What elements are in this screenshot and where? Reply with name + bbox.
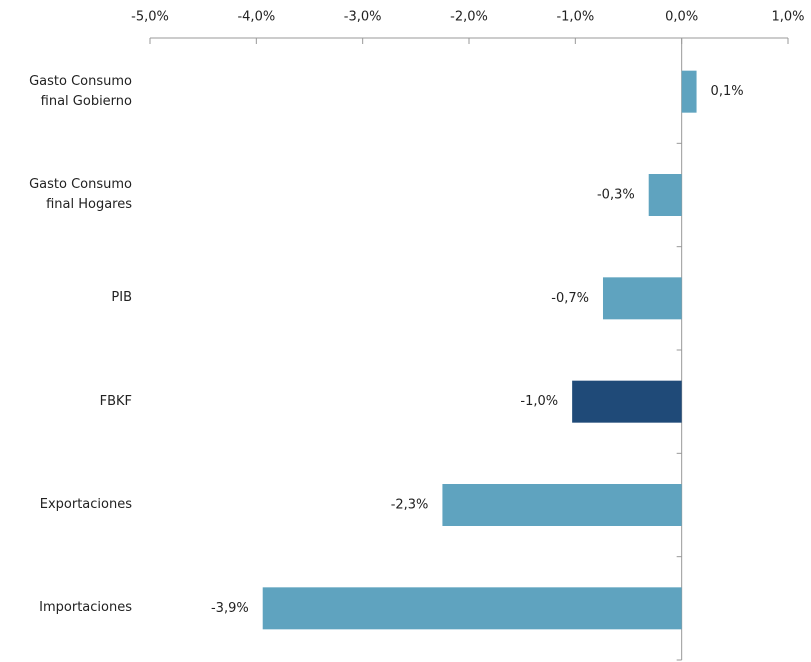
category-label: FBKF — [99, 393, 132, 409]
x-tick-label: 1,0% — [771, 10, 804, 25]
x-tick-label: 0,0% — [665, 10, 698, 25]
value-label: -0,3% — [597, 188, 635, 203]
x-tick-label: -1,0% — [556, 10, 594, 25]
x-tick-label: -3,0% — [344, 10, 382, 25]
bar — [262, 587, 682, 630]
x-tick-label: -2,0% — [450, 10, 488, 25]
value-label: -1,0% — [520, 394, 558, 409]
category-label: Importaciones — [39, 600, 132, 616]
x-tick-label: -4,0% — [237, 10, 275, 25]
value-label: 0,1% — [711, 84, 744, 99]
category-label: PIB — [111, 290, 132, 306]
category-label: Gasto Consumo final Gobierno — [29, 73, 132, 109]
bar — [572, 380, 682, 423]
value-label: -2,3% — [391, 498, 429, 513]
value-label: -3,9% — [211, 601, 249, 616]
bar — [648, 174, 682, 216]
category-label: Exportaciones — [39, 497, 132, 512]
x-tick-label: -5,0% — [131, 10, 169, 25]
value-label: -0,7% — [551, 291, 589, 306]
bar — [602, 277, 682, 320]
category-label: Gasto Consumo final Hogares — [29, 177, 132, 212]
bar — [681, 70, 697, 113]
bar — [442, 484, 682, 526]
